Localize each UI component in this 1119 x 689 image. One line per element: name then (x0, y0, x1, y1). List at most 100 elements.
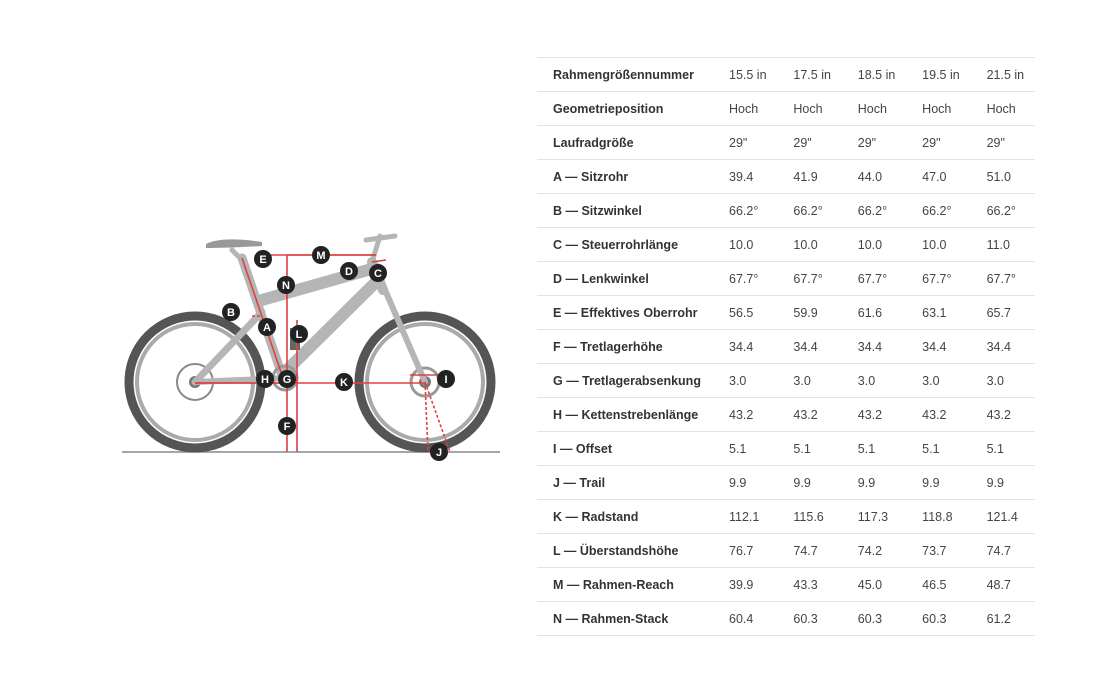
svg-text:C: C (374, 268, 382, 280)
marker-c: C (369, 264, 387, 282)
table-row: I — Offset 5.1 5.1 5.1 5.1 5.1 (537, 431, 1035, 466)
table-cell: 56.5 (713, 295, 778, 330)
marker-f: F (278, 417, 296, 435)
row-label: L — Überstandshöhe (537, 533, 713, 568)
table-cell: 5.1 (841, 431, 907, 466)
marker-m: M (312, 246, 330, 264)
table-cell: Hoch (713, 91, 778, 126)
table-cell: 44.0 (841, 159, 907, 194)
table-cell: Hoch (777, 91, 842, 126)
table-cell: 66.2° (713, 193, 778, 228)
marker-b: B (222, 303, 240, 321)
table-row: Laufradgröße 29" 29" 29" 29" 29" (537, 125, 1035, 160)
table-cell: 118.8 (906, 499, 971, 534)
marker-l: L (290, 325, 308, 343)
table-cell: 9.9 (777, 465, 842, 500)
svg-text:M: M (316, 250, 325, 262)
row-label: C — Steuerrohrlänge (537, 227, 713, 262)
table-row: Geometrieposition Hoch Hoch Hoch Hoch Hoch (537, 91, 1035, 126)
table-cell: 46.5 (906, 567, 971, 602)
table-cell: 121.4 (970, 499, 1035, 534)
table-cell: 9.9 (841, 465, 907, 500)
table-cell: 10.0 (906, 227, 971, 262)
row-label: I — Offset (537, 431, 713, 466)
svg-text:N: N (282, 280, 290, 292)
marker-g: G (278, 370, 296, 388)
table-cell: 3.0 (777, 363, 842, 398)
row-label: E — Effektives Oberrohr (537, 295, 713, 330)
row-label: Rahmengrößennummer (537, 57, 713, 92)
table-cell: 11.0 (970, 227, 1035, 262)
table-row: D — Lenkwinkel 67.7° 67.7° 67.7° 67.7° 67.7° (537, 261, 1035, 296)
table-row: N — Rahmen-Stack 60.4 60.3 60.3 60.3 61.2 (537, 601, 1035, 636)
table-cell: Hoch (906, 91, 971, 126)
marker-e: E (254, 250, 272, 268)
table-cell: 3.0 (713, 363, 778, 398)
table-cell: 117.3 (841, 499, 907, 534)
table-cell: 5.1 (906, 431, 971, 466)
table-cell: 5.1 (713, 431, 778, 466)
geometry-table: Rahmengrößennummer 15.5 in 17.5 in 18.5 in 1… (537, 57, 1035, 636)
table-cell: 34.4 (841, 329, 907, 364)
svg-text:K: K (340, 377, 348, 389)
svg-text:D: D (345, 266, 353, 278)
marker-k: K (335, 373, 353, 391)
table-cell: 76.7 (713, 533, 778, 568)
table-cell: 60.3 (777, 601, 842, 636)
table-cell: 19.5 in (906, 57, 971, 92)
marker-h: H (256, 370, 274, 388)
table-cell: 48.7 (970, 567, 1035, 602)
table-row: A — Sitzrohr 39.4 41.9 44.0 47.0 51.0 (537, 159, 1035, 194)
table-cell: 29" (713, 125, 778, 160)
table-cell: 67.7° (906, 261, 971, 296)
table-row: E — Effektives Oberrohr 56.5 59.9 61.6 63.1 6… (537, 295, 1035, 330)
table-row: Rahmengrößennummer 15.5 in 17.5 in 18.5 in 1… (537, 57, 1035, 92)
table-cell: 66.2° (970, 193, 1035, 228)
bike-geometry-diagram: A B C D E F G H I J K L M N (122, 233, 500, 461)
table-cell: 65.7 (970, 295, 1035, 330)
marker-j: J (430, 443, 448, 461)
table-cell: 115.6 (777, 499, 842, 534)
table-cell: 67.7° (713, 261, 778, 296)
svg-text:J: J (436, 447, 442, 459)
table-cell: 59.9 (777, 295, 842, 330)
table-cell: 29" (841, 125, 907, 160)
table-cell: 63.1 (906, 295, 971, 330)
svg-text:E: E (259, 254, 266, 266)
table-cell: 43.2 (970, 397, 1035, 432)
marker-i: I (437, 370, 455, 388)
table-cell: 10.0 (841, 227, 907, 262)
table-cell: 61.2 (970, 601, 1035, 636)
table-cell: 43.2 (777, 397, 842, 432)
row-label: Laufradgröße (537, 125, 713, 160)
table-cell: 60.3 (841, 601, 907, 636)
table-cell: 9.9 (906, 465, 971, 500)
row-label: M — Rahmen-Reach (537, 567, 713, 602)
table-cell: 45.0 (841, 567, 907, 602)
table-cell: 73.7 (906, 533, 971, 568)
saddle (206, 239, 262, 248)
table-row: H — Kettenstrebenlänge 43.2 43.2 43.2 43.2 43… (537, 397, 1035, 432)
table-cell: 47.0 (906, 159, 971, 194)
table-cell: 5.1 (777, 431, 842, 466)
svg-text:L: L (296, 329, 303, 341)
svg-text:G: G (283, 374, 292, 386)
table-cell: 10.0 (713, 227, 778, 262)
table-cell: 21.5 in (970, 57, 1035, 92)
row-label: F — Tretlagerhöhe (537, 329, 713, 364)
row-label: B — Sitzwinkel (537, 193, 713, 228)
svg-text:I: I (444, 374, 447, 386)
row-label: N — Rahmen-Stack (537, 601, 713, 636)
table-cell: 67.7° (970, 261, 1035, 296)
table-cell: 74.7 (970, 533, 1035, 568)
table-row: F — Tretlagerhöhe 34.4 34.4 34.4 34.4 34.4 (537, 329, 1035, 364)
table-cell: 34.4 (777, 329, 842, 364)
table-cell: 74.2 (841, 533, 907, 568)
table-row: C — Steuerrohrlänge 10.0 10.0 10.0 10.0 11.0 (537, 227, 1035, 262)
table-cell: 17.5 in (777, 57, 842, 92)
svg-text:A: A (263, 322, 271, 334)
table-cell: Hoch (841, 91, 907, 126)
row-label: K — Radstand (537, 499, 713, 534)
table-cell: 34.4 (713, 329, 778, 364)
table-cell: 29" (906, 125, 971, 160)
